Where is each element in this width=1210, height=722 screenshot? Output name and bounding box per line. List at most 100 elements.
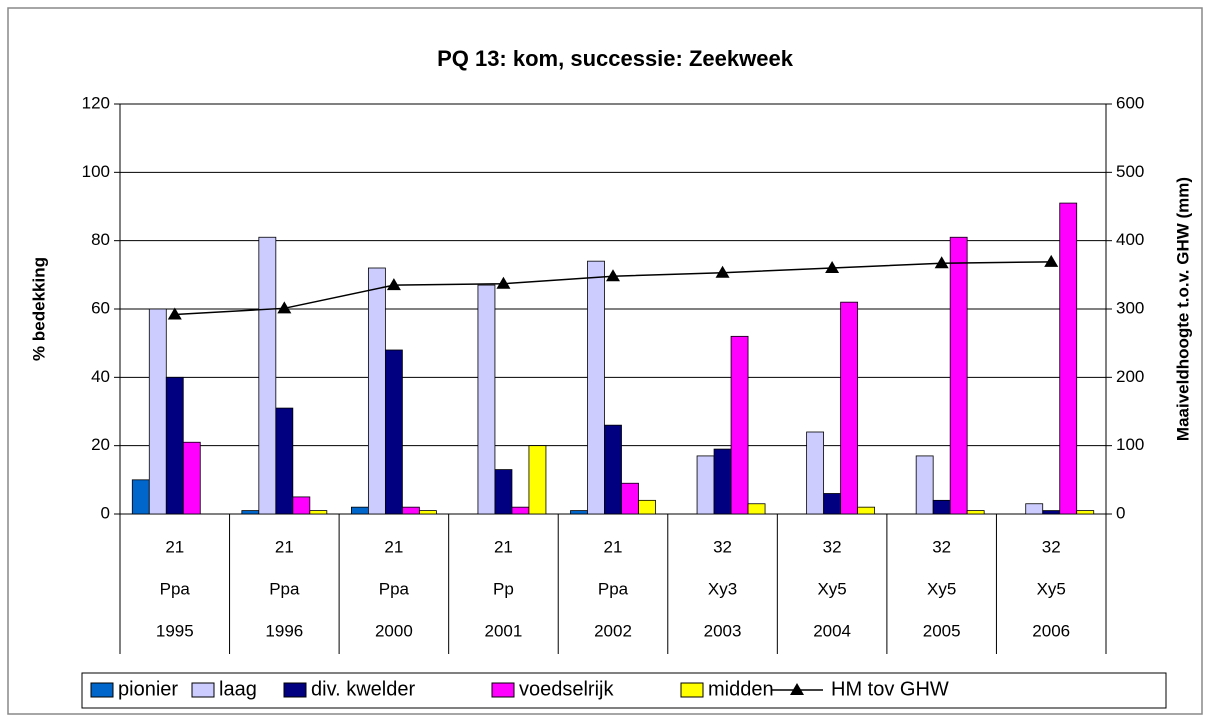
bar (915, 455, 934, 515)
x-tick-label: 2000 (375, 621, 413, 640)
x-tick-label: Ppa (379, 579, 410, 598)
legend-label: laag (219, 678, 257, 700)
marker (715, 265, 730, 278)
x-tick-label: 2006 (1032, 621, 1070, 640)
bar (511, 506, 530, 515)
bar (587, 260, 605, 515)
legend-swatch (90, 682, 114, 698)
bar (477, 284, 496, 515)
x-tick-label: Pp (493, 579, 514, 598)
bar (1042, 510, 1061, 515)
bar (604, 424, 622, 515)
bar (949, 236, 968, 515)
legend-label: midden (708, 678, 774, 700)
x-tick-label: 2001 (485, 621, 523, 640)
y2-tick-label: 200 (1116, 367, 1144, 386)
bar (131, 479, 150, 515)
legend-marker (790, 683, 804, 695)
bar (1025, 503, 1044, 515)
x-tick-label: 32 (1042, 537, 1061, 556)
x-tick-label: 1995 (156, 621, 194, 640)
bar (730, 335, 749, 515)
y2-tick-label: 100 (1116, 435, 1144, 454)
bar (367, 267, 386, 515)
bar (418, 510, 437, 515)
legend-swatch (191, 682, 215, 698)
bar (1059, 202, 1078, 515)
x-tick-label: 2005 (923, 621, 961, 640)
x-tick-label: 32 (823, 537, 842, 556)
bar (1076, 510, 1095, 515)
bar (932, 499, 951, 515)
bar (713, 448, 732, 515)
y-tick-label: 80 (91, 230, 110, 249)
bar (182, 441, 201, 515)
x-tick-label: 21 (384, 537, 403, 556)
bar (384, 349, 403, 515)
y2-tick-label: 300 (1116, 298, 1144, 317)
legend-swatch (680, 682, 704, 698)
bar (638, 499, 656, 515)
bar (570, 510, 588, 515)
x-tick-label: 2003 (704, 621, 742, 640)
bar (241, 510, 260, 515)
x-tick-label: Ppa (598, 579, 629, 598)
y-axis-label: % bedekking (29, 257, 48, 361)
x-tick-label: Xy3 (708, 579, 737, 598)
bar (966, 510, 985, 515)
bar (621, 482, 639, 515)
marker (386, 278, 401, 291)
marker (606, 269, 620, 282)
y2-tick-label: 500 (1116, 162, 1144, 181)
chart-title: PQ 13: kom, successie: Zeekweek (437, 46, 794, 71)
bar (857, 506, 876, 515)
bar (494, 469, 513, 515)
y-tick-label: 40 (91, 367, 110, 386)
legend-swatch (491, 682, 515, 698)
bar (528, 445, 547, 515)
x-tick-label: 32 (713, 537, 732, 556)
marker (277, 301, 292, 314)
x-tick-label: Xy5 (927, 579, 956, 598)
y-tick-label: 0 (101, 503, 110, 522)
y2-tick-label: 0 (1116, 503, 1125, 522)
y-tick-label: 100 (82, 162, 110, 181)
x-tick-label: 2004 (813, 621, 851, 640)
bar (309, 510, 328, 515)
marker (1044, 254, 1059, 267)
legend-label: voedselrijk (519, 678, 614, 700)
x-tick-label: 2002 (594, 621, 632, 640)
x-tick-label: 32 (932, 537, 951, 556)
legend-label: pionier (118, 678, 178, 700)
x-tick-label: 1996 (265, 621, 303, 640)
bar (696, 455, 715, 515)
y-tick-label: 120 (82, 93, 110, 112)
bar (148, 308, 167, 515)
marker (496, 276, 511, 289)
y2-axis-label: Maaiveldhoogte t.o.v. GHW (mm) (1173, 177, 1192, 441)
bar (275, 407, 294, 515)
legend-label: div. kwelder (311, 678, 415, 700)
marker (825, 261, 840, 273)
x-tick-label: Ppa (160, 579, 191, 598)
x-tick-label: 21 (275, 537, 294, 556)
x-tick-label: Xy5 (817, 579, 846, 598)
bar (747, 503, 766, 515)
bar (806, 431, 825, 515)
bar (292, 496, 311, 515)
y-tick-label: 60 (91, 298, 110, 317)
x-tick-label: Ppa (269, 579, 300, 598)
legend-label: HM tov GHW (831, 678, 949, 700)
legend-swatch (283, 682, 307, 698)
marker (167, 307, 182, 320)
bar (823, 493, 842, 515)
bar (840, 301, 859, 515)
x-tick-label: 21 (165, 537, 184, 556)
legend-box (81, 672, 1167, 709)
y2-tick-label: 600 (1116, 93, 1144, 112)
bar (350, 506, 369, 515)
y-tick-label: 20 (91, 435, 110, 454)
bar (165, 376, 184, 515)
x-tick-label: 21 (604, 537, 623, 556)
